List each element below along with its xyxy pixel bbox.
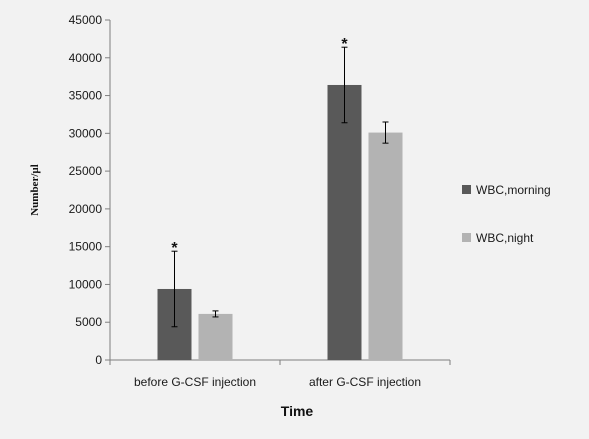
legend-label: WBC,night — [476, 231, 534, 245]
significance-marker: * — [171, 240, 178, 257]
bar-wbc-night — [198, 313, 233, 360]
legend: WBC,morning WBC,night — [462, 183, 551, 245]
x-axis-title: Time — [281, 403, 314, 419]
y-tick-label: 20000 — [69, 202, 103, 216]
y-tick-label: 40000 — [69, 51, 103, 65]
y-tick-label: 10000 — [69, 277, 103, 291]
y-tick-label: 25000 — [69, 164, 103, 178]
significance-marker: * — [341, 36, 348, 53]
bars — [157, 84, 403, 360]
y-tick-label: 0 — [95, 353, 102, 367]
y-ticks: 0 5000 10000 15000 20000 25000 30000 35000 40000… — [69, 13, 451, 367]
legend-swatch — [462, 185, 471, 194]
category-labels: before G-CSF injection after G-CSF inject… — [134, 375, 421, 389]
legend-swatch — [462, 233, 471, 242]
y-tick-label: 30000 — [69, 126, 103, 140]
annotations: ** — [171, 36, 348, 257]
y-tick-label: 35000 — [69, 89, 103, 103]
bar-wbc-night — [368, 132, 403, 360]
error-bars — [171, 46, 389, 328]
bar-wbc-morning — [327, 84, 362, 360]
y-tick-label: 15000 — [69, 240, 103, 254]
y-tick-label: 5000 — [75, 315, 102, 329]
legend-label: WBC,morning — [476, 183, 551, 197]
y-tick-label: 45000 — [69, 13, 103, 27]
x-category-label: after G-CSF injection — [309, 375, 421, 389]
y-axis-title: Number/µl — [29, 164, 41, 216]
x-category-label: before G-CSF injection — [134, 375, 256, 389]
